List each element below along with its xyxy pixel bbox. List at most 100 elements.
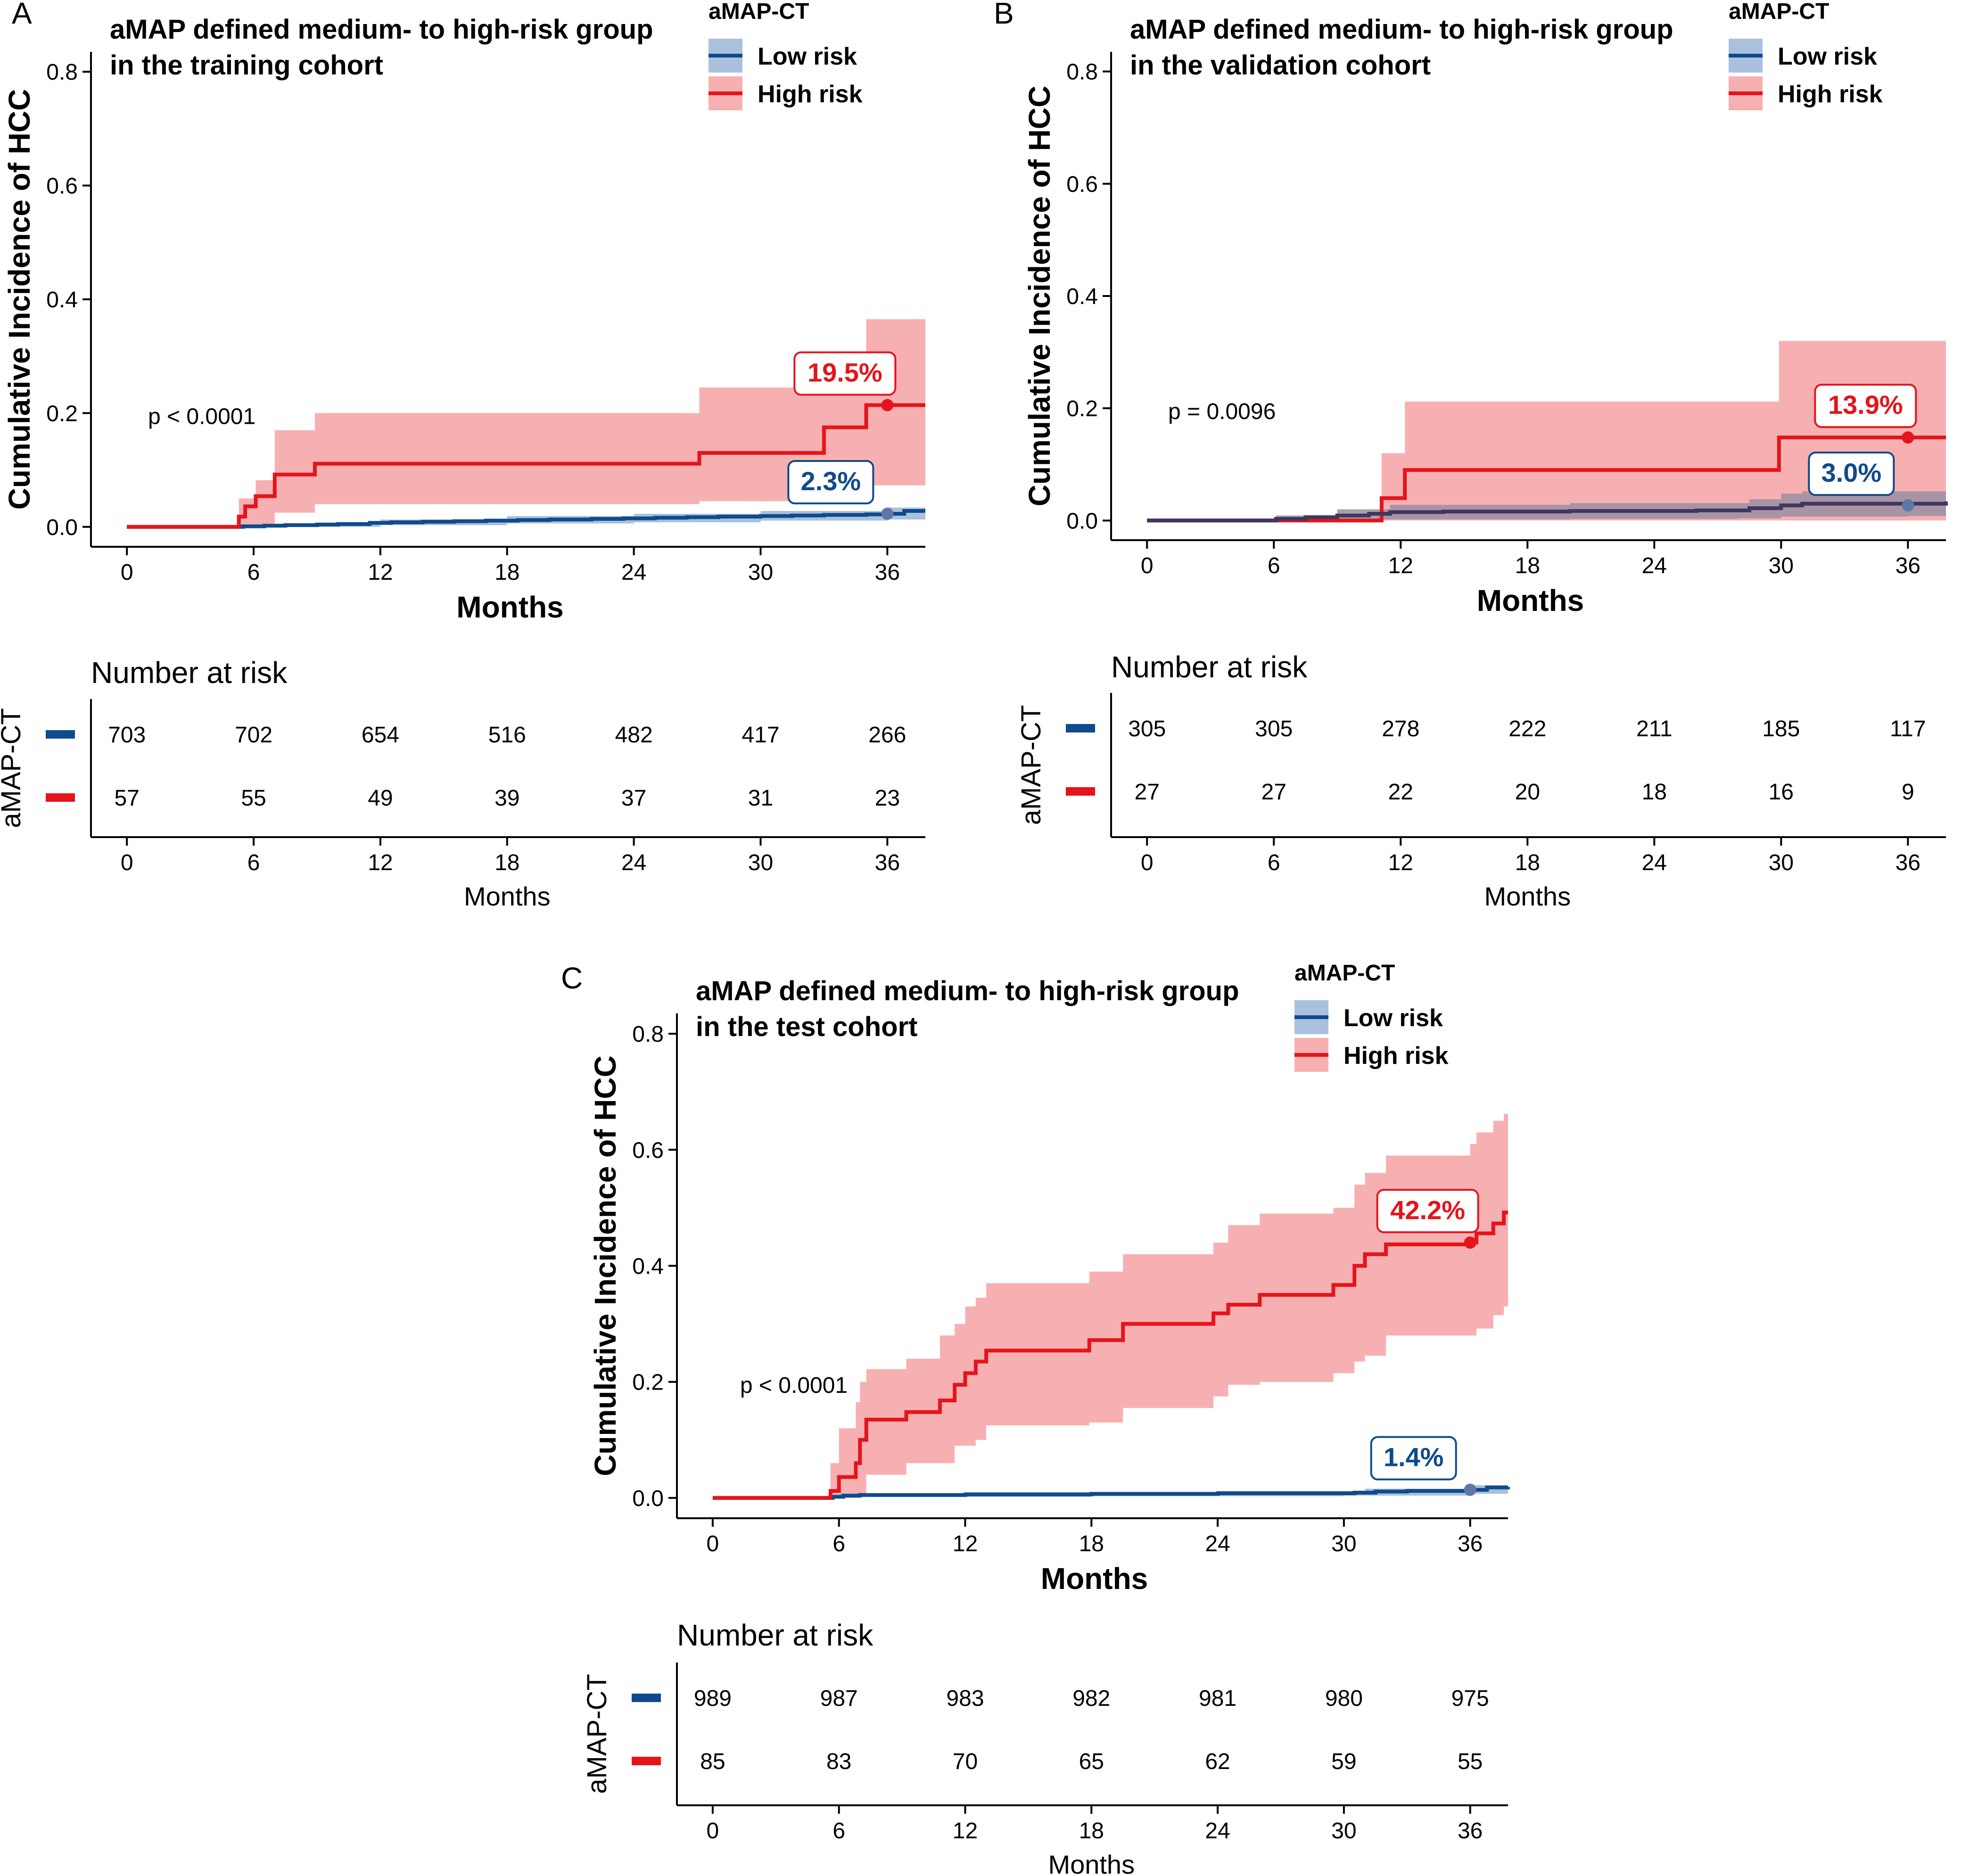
risk-x-tick-label: 30 <box>1331 1818 1356 1843</box>
risk-count-low: 305 <box>1255 716 1293 741</box>
risk-table-x-label: Months <box>1484 881 1571 911</box>
risk-table-strata-label: aMAP-CT <box>1016 705 1047 825</box>
y-axis-label: Cumulative Incidence of HCC <box>1022 86 1056 507</box>
x-axis-label: Months <box>1477 584 1584 617</box>
risk-count-high: 37 <box>621 786 646 811</box>
risk-count-high: 70 <box>953 1749 978 1774</box>
x-tick-label: 12 <box>953 1531 978 1556</box>
risk-x-tick-label: 18 <box>495 850 519 875</box>
risk-x-tick-label: 0 <box>1141 850 1154 875</box>
risk-x-tick-label: 24 <box>1642 850 1667 875</box>
risk-row-key-low <box>1066 724 1095 732</box>
risk-count-low: 654 <box>362 723 399 748</box>
endpoint-dot-high <box>1902 431 1914 444</box>
endpoint-dot-high <box>881 399 894 411</box>
legend-label-low: Low risk <box>758 43 857 70</box>
risk-x-tick-label: 6 <box>1268 850 1280 875</box>
x-tick-label: 0 <box>1141 553 1154 578</box>
risk-count-high: 65 <box>1079 1749 1104 1774</box>
risk-x-tick-label: 0 <box>121 850 133 875</box>
risk-x-tick-label: 36 <box>875 850 900 875</box>
x-axis-label: Months <box>1041 1562 1148 1596</box>
risk-table-title: Number at risk <box>1111 650 1308 684</box>
x-tick-label: 0 <box>121 560 133 585</box>
x-tick-label: 18 <box>1079 1531 1104 1556</box>
p-value: p < 0.0001 <box>148 404 256 429</box>
risk-count-high: 39 <box>495 786 519 811</box>
chart-title: aMAP defined medium- to high-risk group <box>110 14 653 45</box>
risk-count-high: 23 <box>875 786 900 811</box>
risk-count-low: 305 <box>1128 716 1166 741</box>
x-tick-label: 24 <box>1205 1531 1230 1556</box>
risk-count-high: 57 <box>114 786 139 811</box>
risk-count-high: 49 <box>368 786 393 811</box>
risk-count-low: 975 <box>1451 1686 1489 1711</box>
risk-count-low: 222 <box>1508 716 1546 741</box>
endpoint-label-high: 19.5% <box>808 357 882 387</box>
chart-subtitle: in the validation cohort <box>1130 50 1431 81</box>
y-tick-label: 0.0 <box>1066 509 1098 534</box>
risk-count-low: 989 <box>694 1686 732 1711</box>
risk-count-low: 982 <box>1072 1686 1110 1711</box>
risk-table-x-label: Months <box>464 881 551 911</box>
risk-count-low: 417 <box>742 723 779 748</box>
risk-count-low: 980 <box>1325 1686 1363 1711</box>
risk-x-tick-label: 36 <box>1896 850 1921 875</box>
x-tick-label: 24 <box>1642 553 1667 578</box>
y-axis-label: Cumulative Incidence of HCC <box>2 89 36 510</box>
y-tick-label: 0.8 <box>46 60 78 85</box>
risk-count-low: 211 <box>1636 716 1673 741</box>
ci-band-high <box>712 1114 1508 1498</box>
ci-band-low <box>127 503 926 527</box>
risk-table-x-label: Months <box>1048 1850 1135 1876</box>
risk-count-low: 266 <box>868 723 906 748</box>
risk-count-high: 9 <box>1902 780 1914 805</box>
x-tick-label: 36 <box>875 560 900 585</box>
x-tick-label: 18 <box>495 560 519 585</box>
ci-band-low <box>1147 489 1946 521</box>
y-tick-label: 0.2 <box>632 1370 664 1395</box>
endpoint-label-low: 3.0% <box>1821 458 1881 487</box>
km-line-high <box>1147 436 1946 523</box>
y-axis-label: Cumulative Incidence of HCC <box>588 1055 622 1476</box>
risk-count-low: 987 <box>820 1686 858 1711</box>
endpoint-dot-low <box>1464 1483 1476 1496</box>
endpoint-dot-high <box>1464 1236 1476 1249</box>
km-line-low <box>127 509 925 529</box>
x-tick-label: 6 <box>833 1531 845 1556</box>
x-tick-label: 30 <box>1769 553 1794 578</box>
endpoint-label-box-low <box>1370 1436 1457 1481</box>
endpoint-dot-low <box>881 508 894 520</box>
legend-label-high: High risk <box>1344 1042 1449 1070</box>
chart-subtitle: in the training cohort <box>110 50 383 81</box>
panel-letter: A <box>12 0 32 30</box>
risk-count-low: 482 <box>615 723 653 748</box>
risk-row-key-high <box>632 1757 661 1765</box>
y-tick-label: 0.4 <box>632 1254 664 1279</box>
endpoint-label-box-high <box>793 351 897 396</box>
y-tick-label: 0.6 <box>632 1138 664 1163</box>
endpoint-label-low: 2.3% <box>801 466 861 496</box>
y-tick-label: 0.0 <box>46 515 78 540</box>
endpoint-dot-low <box>1902 499 1914 512</box>
risk-row-key-low <box>46 730 75 739</box>
x-tick-label: 6 <box>1268 553 1280 578</box>
chart-subtitle: in the test cohort <box>696 1012 917 1042</box>
km-line-high <box>712 1210 1508 1500</box>
risk-table-strata-label: aMAP-CT <box>0 708 26 828</box>
x-tick-label: 36 <box>1458 1531 1483 1556</box>
risk-x-tick-label: 6 <box>247 850 260 875</box>
y-tick-label: 0.2 <box>46 401 78 426</box>
risk-count-low: 702 <box>235 723 272 748</box>
x-tick-label: 24 <box>621 560 646 585</box>
risk-count-low: 703 <box>108 723 146 748</box>
risk-count-high: 22 <box>1388 780 1413 805</box>
chart-title: aMAP defined medium- to high-risk group <box>1130 14 1673 45</box>
x-tick-label: 30 <box>1331 1531 1356 1556</box>
legend-title: aMAP-CT <box>1729 0 1829 24</box>
x-tick-label: 12 <box>1388 553 1413 578</box>
y-tick-label: 0.4 <box>1066 284 1098 309</box>
